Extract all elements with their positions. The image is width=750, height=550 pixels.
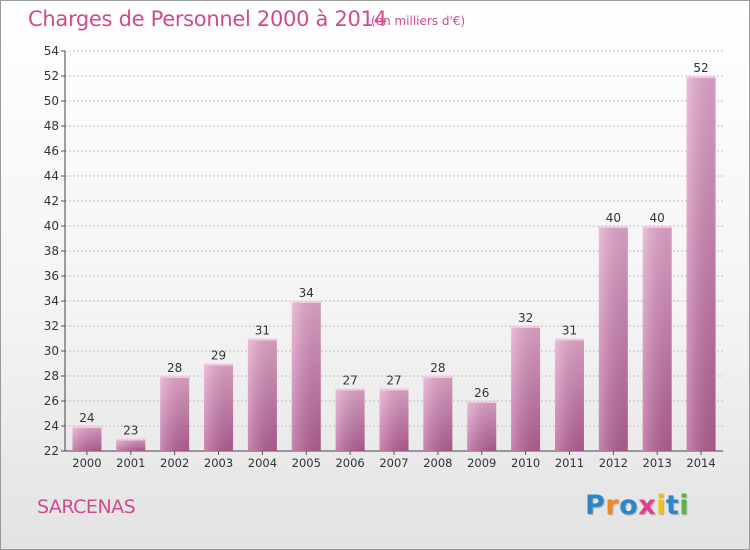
data-label: 24: [79, 411, 94, 425]
y-tick-label: 30: [44, 344, 59, 358]
chart-title: Charges de Personnel 2000 à 2014: [28, 7, 387, 31]
logo-letter: x: [638, 490, 657, 521]
data-label: 31: [562, 324, 577, 338]
bar-shade: [598, 226, 628, 451]
logo-letter: o: [619, 490, 639, 521]
bar-top-highlight: [247, 338, 277, 341]
y-tick-label: 44: [44, 169, 59, 183]
logo-letter: i: [679, 490, 690, 521]
x-tick-label: 2014: [686, 456, 715, 470]
bar-top-highlight: [379, 388, 409, 391]
bar-top-highlight: [467, 401, 497, 403]
bar-shade: [379, 388, 409, 451]
proxiti-logo: Proxiti: [585, 490, 689, 521]
bar-top-highlight: [335, 388, 365, 391]
y-tick-label: 50: [44, 94, 59, 108]
data-label: 52: [693, 61, 708, 75]
bar-shade: [72, 426, 102, 451]
logo-letter: t: [665, 490, 680, 521]
data-label: 34: [299, 286, 314, 300]
x-tick-label: 2004: [248, 456, 277, 470]
x-tick-label: 2009: [467, 456, 496, 470]
data-label: 26: [474, 386, 489, 400]
y-tick-label: 22: [44, 444, 59, 458]
bar-shade: [116, 438, 146, 451]
y-tick-label: 28: [44, 369, 59, 383]
x-tick-label: 2000: [72, 456, 101, 470]
bar-shade: [511, 326, 541, 451]
data-label: 29: [211, 349, 226, 363]
data-label: 28: [167, 361, 182, 375]
x-tick-label: 2013: [643, 456, 672, 470]
data-label: 40: [650, 211, 665, 225]
data-label: 28: [430, 361, 445, 375]
data-label: 27: [386, 374, 401, 388]
bar-shade: [642, 226, 672, 451]
bar-shade: [291, 301, 321, 451]
bar-top-highlight: [598, 226, 628, 228]
data-label: 31: [255, 324, 270, 338]
y-tick-label: 26: [44, 394, 59, 408]
x-tick-label: 2005: [292, 456, 321, 470]
y-tick-label: 42: [44, 194, 59, 208]
data-label: 27: [342, 374, 357, 388]
y-tick-label: 24: [44, 419, 59, 433]
bar-top-highlight: [291, 301, 321, 303]
bar-shade: [160, 376, 190, 451]
bar-top-highlight: [423, 376, 453, 378]
bar-shade: [335, 388, 365, 451]
bar-top-highlight: [686, 76, 716, 78]
x-tick-label: 2002: [160, 456, 189, 470]
bar-shade: [204, 363, 234, 451]
y-tick-label: 32: [44, 319, 59, 333]
y-tick-label: 40: [44, 219, 59, 233]
logo-letter: r: [605, 490, 620, 521]
bar-shade: [554, 338, 584, 451]
commune-name: SARCENAS: [37, 496, 136, 518]
logo-letter: i: [656, 490, 666, 521]
x-tick-label: 2012: [599, 456, 628, 470]
x-tick-label: 2008: [423, 456, 452, 470]
data-label: 32: [518, 311, 533, 325]
x-tick-label: 2001: [116, 456, 145, 470]
y-tick-label: 34: [44, 294, 59, 308]
bar-top-highlight: [511, 326, 541, 328]
data-label: 40: [606, 211, 621, 225]
y-tick-label: 52: [44, 69, 59, 83]
x-tick-label: 2010: [511, 456, 540, 470]
y-tick-label: 38: [44, 244, 59, 258]
y-tick-label: 54: [44, 44, 59, 58]
bar-top-highlight: [554, 338, 584, 341]
bar-top-highlight: [160, 376, 190, 378]
bar-shade: [247, 338, 277, 451]
x-tick-label: 2011: [555, 456, 584, 470]
x-tick-label: 2003: [204, 456, 233, 470]
bar-shade: [423, 376, 453, 451]
y-tick-label: 36: [44, 269, 59, 283]
bar-top-highlight: [642, 226, 672, 228]
bar-top-highlight: [204, 363, 234, 366]
chart-subtitle: (en milliers d'€): [371, 14, 466, 28]
bar-top-highlight: [72, 426, 102, 428]
logo-letter: P: [585, 490, 606, 521]
data-label: 23: [123, 424, 138, 438]
bar-shade: [467, 401, 497, 451]
x-tick-label: 2007: [379, 456, 408, 470]
x-tick-label: 2006: [335, 456, 364, 470]
y-tick-label: 46: [44, 144, 59, 158]
y-tick-label: 48: [44, 119, 59, 133]
bar-top-highlight: [116, 438, 146, 441]
bar-shade: [686, 76, 716, 451]
